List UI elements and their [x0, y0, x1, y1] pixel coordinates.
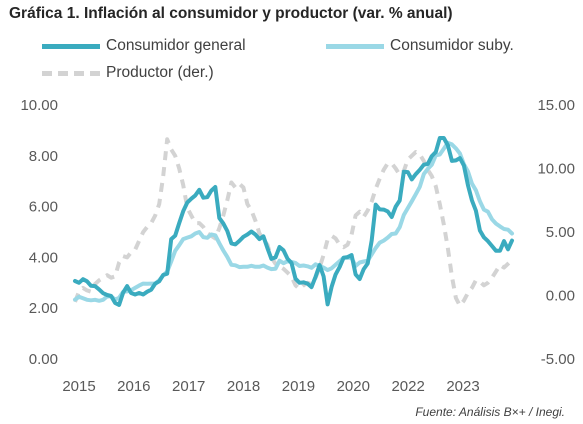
x-tick-label-5: 2020 — [337, 378, 370, 395]
chart-title: Gráfica 1. Inflación al consumidor y pro… — [9, 5, 453, 22]
series-productor-line — [73, 137, 514, 308]
legend-item-consumidor-suby: Consumidor suby. — [326, 37, 514, 55]
chart-legend: Consumidor general Consumidor suby. Prod… — [0, 0, 583, 90]
legend-label-productor: Productor (der.) — [106, 64, 214, 81]
x-tick-label-0: 2015 — [62, 378, 95, 395]
series-consumidor-general-line — [73, 136, 514, 307]
legend-swatch-consumidor-general — [42, 43, 100, 49]
y-left-tick-label-2: 4.00 — [29, 249, 58, 266]
y-right-tick-label-4: 15.00 — [537, 97, 575, 114]
legend-item-productor: Productor (der.) — [42, 64, 214, 82]
y-right-tick-label-3: 10.00 — [537, 161, 575, 178]
legend-swatch-productor — [42, 70, 100, 76]
x-tick-label-1: 2016 — [117, 378, 150, 395]
x-tick-label-6: 2022 — [391, 378, 424, 395]
x-tick-label-3: 2018 — [227, 378, 260, 395]
y-left-tick-label-1: 2.00 — [29, 300, 58, 317]
legend-item-consumidor-general: Consumidor general — [42, 37, 246, 55]
series-consumidor-suby-line — [73, 140, 514, 303]
x-tick-label-4: 2019 — [282, 378, 315, 395]
y-left-tick-label-5: 10.00 — [20, 97, 58, 114]
y-right-tick-label-2: 5.00 — [546, 224, 575, 241]
y-right-tick-label-0: -5.00 — [541, 351, 575, 368]
y-left-tick-label-3: 6.00 — [29, 199, 58, 216]
legend-swatch-consumidor-suby — [326, 43, 384, 49]
legend-label-consumidor-general: Consumidor general — [106, 37, 246, 54]
y-right-tick-label-1: 0.00 — [546, 288, 575, 305]
y-left-tick-label-0: 0.00 — [29, 351, 58, 368]
chart-source: Fuente: Análisis B×+ / Inegi. — [415, 405, 565, 419]
legend-label-consumidor-suby: Consumidor suby. — [390, 37, 514, 54]
x-tick-label-7: 2023 — [446, 378, 479, 395]
x-tick-label-2: 2017 — [172, 378, 205, 395]
y-left-tick-label-4: 8.00 — [29, 148, 58, 165]
